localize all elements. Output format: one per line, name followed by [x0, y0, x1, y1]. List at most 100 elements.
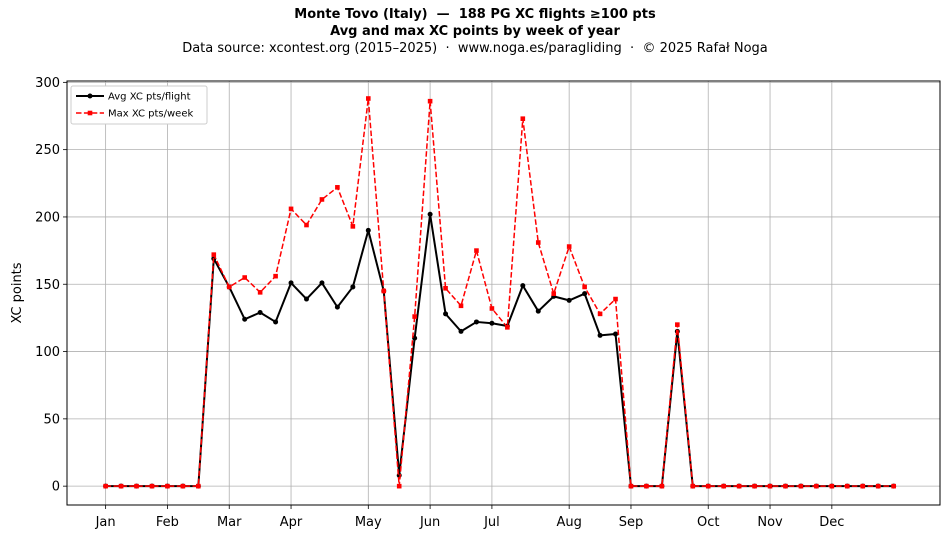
data-point-square [180, 483, 186, 489]
data-point-square [505, 325, 510, 330]
data-point-square [721, 483, 726, 489]
chart-titles: Monte Tovo (Italy) — 188 PG XC flights ≥… [0, 6, 950, 57]
data-point-square [798, 483, 804, 489]
data-point-square [891, 483, 896, 489]
data-point-square [644, 483, 649, 489]
data-point-square [196, 483, 201, 489]
series-line [105, 213, 894, 488]
data-point-square [566, 244, 572, 249]
legend-marker [87, 93, 93, 99]
y-tick-label: 300 [35, 76, 60, 91]
x-tick-label: Apr [280, 515, 303, 530]
legend: Avg XC pts/flight Max XC pts/week [70, 85, 208, 125]
data-point-square [443, 285, 448, 291]
data-point-square [752, 483, 757, 489]
data-point-square [304, 222, 309, 228]
x-tick-label: Nov [757, 515, 783, 530]
data-point-square [211, 252, 217, 257]
data-point-square [149, 483, 155, 489]
chart-subtitle: Avg and max XC points by week of year [330, 24, 620, 39]
data-point-circle [288, 280, 294, 286]
x-tick-label: Oct [697, 515, 719, 530]
chart-source: Data source: xcontest.org (2015–2025) · … [182, 41, 768, 56]
data-point-square [366, 96, 371, 101]
data-point-square [103, 483, 108, 489]
data-point-circle [597, 332, 603, 338]
data-point-circle [489, 320, 495, 326]
x-tick-label: Feb [156, 515, 179, 530]
x-tick-label: May [355, 515, 382, 530]
data-point-circle [273, 319, 279, 325]
data-point-square [705, 483, 711, 489]
legend-marker [87, 110, 93, 116]
data-point-circle [458, 328, 464, 334]
data-point-square [319, 197, 325, 202]
data-point-circle [520, 283, 526, 289]
x-tick-label: Mar [217, 515, 242, 530]
data-point-square [736, 483, 742, 489]
data-point-square [551, 291, 557, 296]
data-point-square [535, 240, 541, 245]
plot-frame [66, 80, 941, 506]
chart-title: Monte Tovo (Italy) — 188 PG XC flights ≥… [294, 7, 656, 22]
series-line [105, 97, 894, 487]
data-point-square [860, 483, 866, 489]
series-layer [103, 96, 897, 489]
data-point-circle [319, 280, 325, 286]
data-point-circle [334, 304, 340, 310]
data-point-square [767, 483, 773, 489]
data-point-circle [613, 331, 619, 337]
x-tick-label: Sep [619, 515, 644, 530]
y-tick-label: 150 [35, 278, 60, 293]
y-tick-label: 100 [35, 345, 60, 360]
data-point-circle [535, 308, 541, 314]
data-point-square [288, 206, 294, 212]
y-tick-label: 250 [35, 143, 60, 158]
data-point-square [273, 273, 278, 279]
data-point-square [226, 284, 232, 290]
data-point-square [257, 290, 263, 295]
data-point-square [613, 296, 618, 302]
data-point-square [690, 483, 696, 489]
data-point-circle [365, 227, 371, 233]
y-tick-label: 50 [43, 412, 60, 427]
data-point-square [659, 483, 665, 489]
legend-label: Max XC pts/week [108, 109, 193, 120]
data-point-square [474, 248, 479, 253]
data-point-square [458, 303, 464, 309]
data-point-circle [427, 211, 433, 217]
data-point-square [381, 288, 387, 294]
data-point-square [165, 483, 170, 489]
data-point-square [875, 483, 881, 489]
data-point-circle [582, 291, 588, 297]
data-point-square [844, 483, 850, 489]
data-point-square [829, 483, 835, 489]
data-point-square [783, 483, 788, 489]
y-axis: 0 50 100 150 200 250 300 [35, 76, 67, 495]
data-point-square [675, 322, 680, 327]
x-tick-label: Jun [419, 515, 440, 530]
y-tick-label: 200 [35, 210, 60, 225]
data-point-circle [303, 296, 309, 302]
data-point-circle [473, 319, 479, 325]
legend-label: Avg XC pts/flight [108, 92, 191, 103]
data-point-square [412, 314, 417, 319]
data-point-circle [566, 297, 572, 303]
data-point-square [814, 483, 819, 489]
data-point-square [118, 483, 124, 489]
data-point-circle [350, 284, 356, 290]
y-tick-label: 0 [52, 480, 60, 495]
data-point-square [335, 185, 340, 190]
gridlines [67, 81, 940, 505]
x-axis: Jan Feb Mar Apr May Jun Jul Aug Sep Oct Nov Dec [95, 505, 844, 530]
data-point-square [520, 116, 526, 121]
data-point-square [242, 275, 247, 280]
data-point-square [427, 98, 433, 104]
data-point-square [628, 483, 634, 489]
data-point-square [350, 224, 356, 229]
data-point-circle [257, 310, 263, 316]
x-tick-label: Jul [483, 515, 500, 530]
data-point-square [396, 483, 402, 489]
data-point-square [582, 284, 587, 290]
